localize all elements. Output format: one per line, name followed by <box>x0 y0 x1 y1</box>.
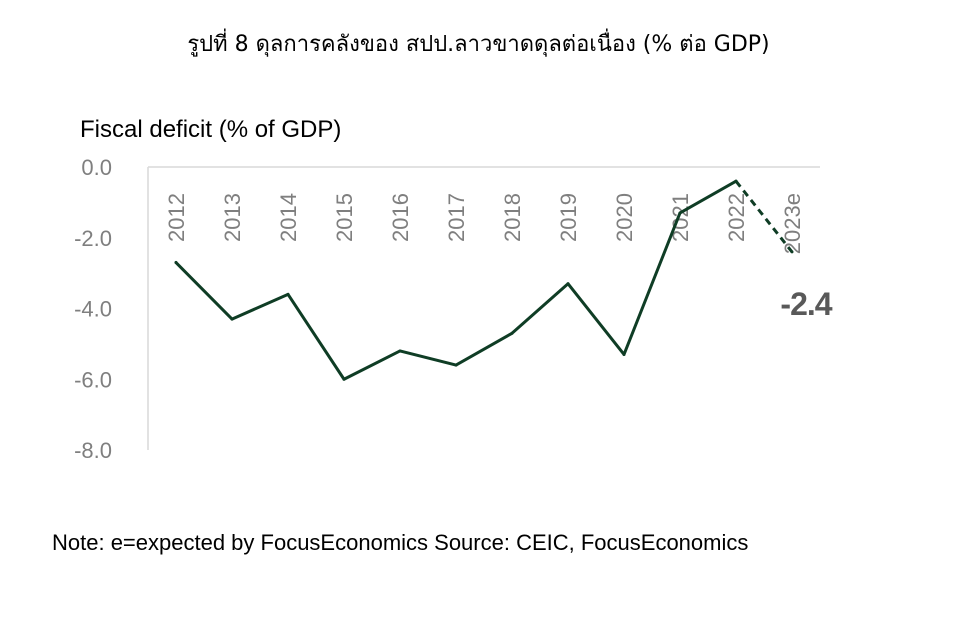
data-point <box>566 282 570 286</box>
data-point <box>342 377 346 381</box>
x-tick-label: 2022 <box>724 193 749 242</box>
data-point <box>622 352 626 356</box>
data-point <box>678 211 682 215</box>
x-tick-label: 2013 <box>220 193 245 242</box>
x-tick-label: 2014 <box>276 193 301 242</box>
end-value-label: -2.4 <box>780 286 832 322</box>
series-line-forecast <box>734 180 794 253</box>
data-point <box>174 261 178 265</box>
source-note: Note: e=expected by FocusEconomics Sourc… <box>52 530 749 555</box>
x-tick-label: 2020 <box>612 193 637 242</box>
x-tick-label: 2019 <box>556 193 581 242</box>
y-tick-label: -6.0 <box>74 367 112 392</box>
data-point <box>230 317 234 321</box>
y-tick-label: -8.0 <box>74 438 112 463</box>
data-point <box>734 179 738 183</box>
figure-title: รูปที่ 8 ดุลการคลังของ สปป.ลาวขาดดุลต่อเ… <box>187 32 770 57</box>
y-tick-label: -4.0 <box>74 297 112 322</box>
data-point <box>454 363 458 367</box>
x-tick-label: 2017 <box>444 193 469 242</box>
x-tick-label: 2012 <box>164 193 189 242</box>
data-point <box>398 349 402 353</box>
x-tick-label: 2015 <box>332 193 357 242</box>
data-point <box>286 292 290 296</box>
data-point <box>510 331 514 335</box>
y-axis-label: Fiscal deficit (% of GDP) <box>80 116 342 143</box>
x-tick-label: 2016 <box>388 193 413 242</box>
data-point <box>790 250 794 254</box>
x-tick-label: 2018 <box>500 193 525 242</box>
y-tick-label: 0.0 <box>81 155 112 180</box>
y-tick-label: -2.0 <box>74 226 112 251</box>
x-tick-label: 2023e <box>780 193 805 254</box>
